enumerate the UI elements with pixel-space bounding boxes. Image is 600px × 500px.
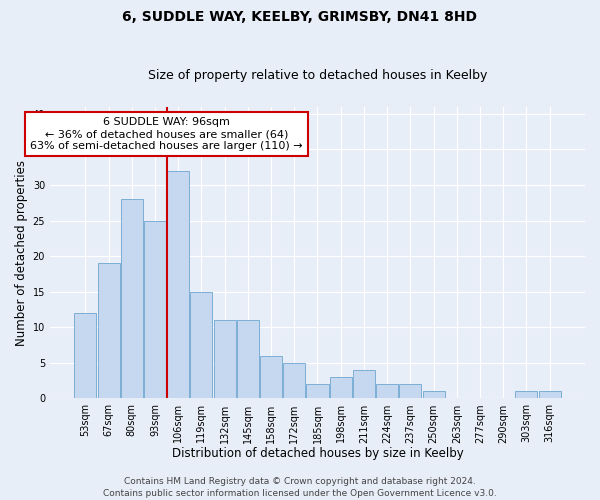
Bar <box>329 377 352 398</box>
Bar <box>190 292 212 399</box>
Bar <box>283 363 305 398</box>
X-axis label: Distribution of detached houses by size in Keelby: Distribution of detached houses by size … <box>172 447 463 460</box>
Bar <box>353 370 375 398</box>
Title: Size of property relative to detached houses in Keelby: Size of property relative to detached ho… <box>148 69 487 82</box>
Bar <box>376 384 398 398</box>
Bar <box>121 200 143 398</box>
Bar <box>167 171 189 398</box>
Bar <box>144 220 166 398</box>
Bar <box>307 384 329 398</box>
Bar <box>74 313 97 398</box>
Text: 6 SUDDLE WAY: 96sqm
← 36% of detached houses are smaller (64)
63% of semi-detach: 6 SUDDLE WAY: 96sqm ← 36% of detached ho… <box>30 118 303 150</box>
Text: Contains HM Land Registry data © Crown copyright and database right 2024.
Contai: Contains HM Land Registry data © Crown c… <box>103 476 497 498</box>
Bar <box>515 392 538 398</box>
Bar <box>260 356 282 399</box>
Bar <box>237 320 259 398</box>
Bar <box>400 384 421 398</box>
Bar <box>214 320 236 398</box>
Y-axis label: Number of detached properties: Number of detached properties <box>16 160 28 346</box>
Text: 6, SUDDLE WAY, KEELBY, GRIMSBY, DN41 8HD: 6, SUDDLE WAY, KEELBY, GRIMSBY, DN41 8HD <box>122 10 478 24</box>
Bar <box>98 264 119 398</box>
Bar <box>422 392 445 398</box>
Bar <box>539 392 560 398</box>
